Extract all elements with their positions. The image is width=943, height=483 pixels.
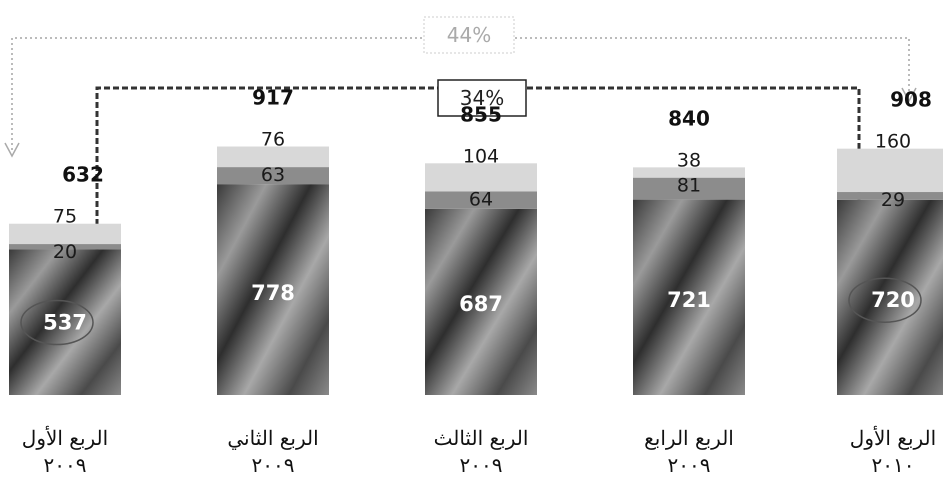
arrowhead-44-right	[901, 87, 917, 103]
bar-segment-0-0	[9, 249, 121, 395]
bar-segment-3-0	[633, 199, 745, 395]
highlight-ellipse-0	[20, 299, 94, 346]
value-label-base-4: 720	[871, 288, 915, 312]
value-label-base-1: 778	[251, 281, 295, 305]
total-label-2: 855	[460, 102, 502, 126]
bar-segment-0-1	[9, 244, 121, 250]
category-label-4: الربع الأول	[850, 425, 936, 450]
category-label-1: الربع الثاني	[227, 426, 318, 450]
bars-group	[9, 146, 943, 395]
bar-segment-3-2	[633, 167, 745, 178]
category-year-1: ٢٠٠٩	[252, 453, 295, 477]
bar-segment-3-1	[633, 177, 745, 200]
highlight-ellipse-4	[848, 277, 922, 323]
total-label-4: 908	[890, 88, 932, 112]
bar-segment-1-1	[217, 167, 329, 185]
arrowhead-44-left	[4, 142, 20, 158]
value-label-mid-1: 63	[261, 164, 285, 186]
bar-segment-2-1	[425, 191, 537, 209]
total-label-0: 632	[62, 163, 104, 187]
value-label-top-2: 104	[463, 145, 499, 167]
category-year-4: ٢٠١٠	[872, 453, 915, 477]
category-label-3: الربع الرابع	[644, 426, 734, 450]
labels-group: 537 20 75 632 الربع الأول ٢٠٠٩ 778 63 76 917 الربع…	[20, 85, 936, 477]
bar-segment-2-2	[425, 163, 537, 192]
category-label-2: الربع الثالث	[434, 426, 529, 450]
value-label-mid-3: 81	[677, 175, 701, 197]
value-label-mid-4: 29	[881, 189, 905, 211]
growth-label-44: 44%	[447, 23, 491, 47]
value-label-base-0: 537	[43, 311, 87, 335]
category-year-2: ٢٠٠٩	[460, 453, 503, 477]
category-year-0: ٢٠٠٩	[44, 453, 87, 477]
growth-connectors: 44% 34%	[4, 16, 917, 270]
value-label-mid-0: 20	[53, 241, 77, 263]
bar-segment-4-1	[837, 192, 943, 200]
value-label-top-4: 160	[875, 131, 911, 153]
value-label-base-3: 721	[667, 288, 711, 312]
bar-segment-4-0	[837, 199, 943, 395]
bar-segment-4-2	[837, 148, 943, 193]
bar-segment-1-0	[217, 184, 329, 395]
category-year-3: ٢٠٠٩	[668, 453, 711, 477]
category-label-0: الربع الأول	[22, 425, 108, 450]
bar-segment-2-0	[425, 208, 537, 395]
growth-box-34	[437, 79, 527, 117]
total-label-3: 840	[668, 106, 710, 130]
bar-segment-0-2	[9, 223, 121, 245]
value-label-top-1: 76	[261, 128, 285, 150]
value-label-mid-2: 64	[469, 188, 493, 210]
value-label-top-3: 38	[677, 149, 701, 171]
growth-box-44	[423, 16, 515, 54]
growth-label-34: 34%	[460, 86, 504, 110]
bar-segment-1-2	[217, 146, 329, 168]
total-label-1: 917	[252, 85, 294, 109]
value-label-base-2: 687	[459, 292, 503, 316]
value-label-top-0: 75	[53, 206, 77, 228]
